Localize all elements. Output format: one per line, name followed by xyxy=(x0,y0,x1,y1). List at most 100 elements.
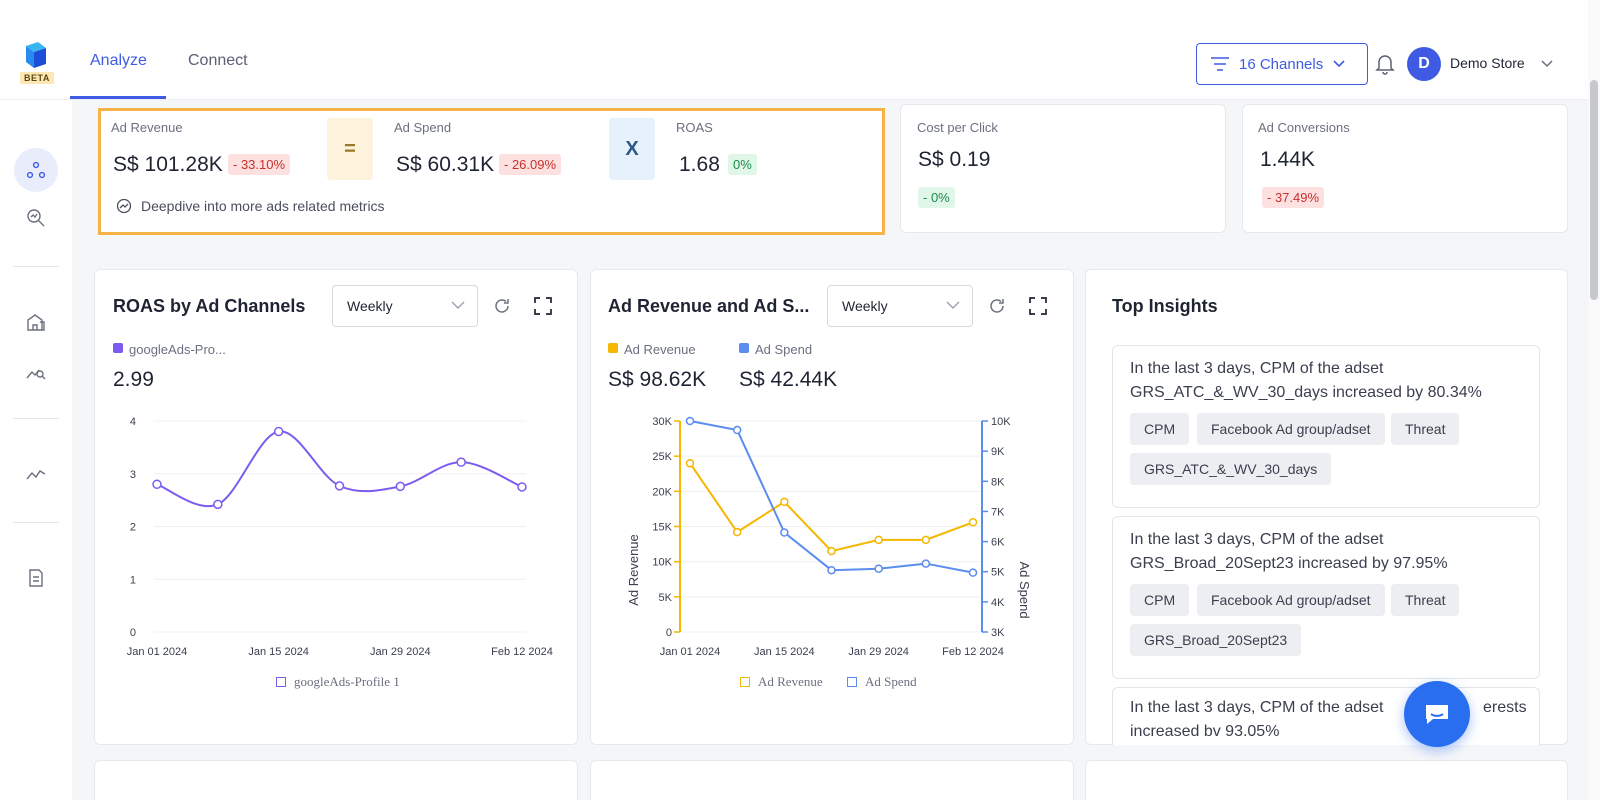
ad-revenue-value: S$ 101.28K xyxy=(113,153,223,176)
roas-series-line xyxy=(156,430,523,508)
y-left-tick-label: 10K xyxy=(652,557,672,569)
x-tick-label: Jan 29 2024 xyxy=(848,646,909,658)
conversions-label: Ad Conversions xyxy=(1258,120,1350,135)
line-chart-icon xyxy=(26,470,46,480)
x-tick-label: Jan 01 2024 xyxy=(127,646,188,658)
roas-total-value: 2.99 xyxy=(113,368,154,391)
insight-tag[interactable]: CPM xyxy=(1130,584,1190,616)
revenue-period-value: Weekly xyxy=(842,298,888,314)
lower-panel xyxy=(590,760,1074,800)
revenue-total-value: S$ 98.62K xyxy=(608,368,707,391)
cpc-label: Cost per Click xyxy=(917,120,998,135)
sidebar-item-reports[interactable] xyxy=(24,566,48,590)
ad-revenue-label: Ad Revenue xyxy=(111,120,183,135)
y-right-tick-label: 3K xyxy=(991,627,1005,639)
sidebar-divider xyxy=(13,522,59,523)
store-name[interactable]: Demo Store xyxy=(1450,55,1525,71)
ad-spend-data-point xyxy=(968,568,978,577)
insight-text: In the last 3 days, CPM of the adset xyxy=(1130,699,1384,716)
insight-tag[interactable]: Threat xyxy=(1391,413,1460,445)
insight-card[interactable]: In the last 3 days, CPM of the adset GRS… xyxy=(1112,345,1540,508)
x-tick-label: Feb 12 2024 xyxy=(491,646,553,658)
ad-spend-data-point xyxy=(921,559,931,568)
deepdive-link[interactable]: Deepdive into more ads related metrics xyxy=(116,198,385,214)
filter-icon xyxy=(1211,57,1229,71)
tab-connect[interactable]: Connect xyxy=(188,52,248,69)
ad-revenue-data-point xyxy=(780,497,789,507)
scrollbar-thumb[interactable] xyxy=(1590,80,1598,300)
ad-revenue-data-point xyxy=(685,458,695,468)
sidebar xyxy=(0,100,72,800)
expand-icon[interactable] xyxy=(533,296,553,316)
cpc-card xyxy=(900,104,1226,233)
roas-period-select[interactable]: Weekly xyxy=(332,285,478,327)
insight-tag[interactable]: GRS_Broad_20Sept23 xyxy=(1130,624,1302,656)
channels-filter-button[interactable]: 16 Channels xyxy=(1196,43,1368,85)
sidebar-divider xyxy=(13,418,59,419)
roas-data-point xyxy=(213,499,223,510)
x-tick-label: Jan 15 2024 xyxy=(754,646,815,658)
roas-data-point xyxy=(334,481,345,491)
chevron-down-icon xyxy=(451,301,465,309)
roas-legend-label[interactable]: googleAds-Pro... xyxy=(129,342,226,357)
roas-legend-swatch xyxy=(113,343,123,353)
spend-total-value: S$ 42.44K xyxy=(739,368,838,391)
revenue-period-select[interactable]: Weekly xyxy=(827,285,973,327)
ad-revenue-data-point xyxy=(827,546,836,556)
refresh-icon[interactable] xyxy=(492,296,512,316)
insight-text: erests xyxy=(1483,699,1527,716)
spend-bottom-legend-label[interactable]: Ad Spend xyxy=(865,674,917,689)
top-insights-title: Top Insights xyxy=(1112,296,1218,316)
roas-label: ROAS xyxy=(676,120,713,135)
ad-spend-data-point xyxy=(874,564,883,573)
insight-tag[interactable]: Facebook Ad group/adset xyxy=(1197,584,1385,616)
sidebar-item-store[interactable] xyxy=(24,310,48,334)
cpc-change-badge: - 0% xyxy=(918,187,955,208)
x-tick-label: Feb 12 2024 xyxy=(942,646,1004,658)
sidebar-item-analytics[interactable] xyxy=(24,360,48,384)
roas-bottom-legend-swatch xyxy=(276,677,286,687)
conversions-card xyxy=(1242,104,1568,233)
refresh-icon[interactable] xyxy=(987,296,1007,316)
chat-button[interactable] xyxy=(1404,681,1470,747)
sidebar-item-explore[interactable] xyxy=(24,206,48,230)
sidebar-item-trends[interactable] xyxy=(24,462,48,486)
tab-analyze[interactable]: Analyze xyxy=(90,52,147,69)
spend-legend-label[interactable]: Ad Spend xyxy=(755,342,813,357)
lower-panel xyxy=(1085,760,1568,800)
ad-spend-change-badge: - 26.09% xyxy=(499,154,562,175)
bell-icon[interactable] xyxy=(1373,52,1397,76)
insight-text: In the last 3 days, CPM of the adset GRS… xyxy=(1130,531,1448,572)
ad-spend-data-point xyxy=(685,416,695,426)
conversions-value: 1.44K xyxy=(1260,148,1315,171)
chevron-down-icon[interactable] xyxy=(1540,56,1554,70)
ad-spend-data-point xyxy=(780,528,789,537)
expand-icon[interactable] xyxy=(1028,296,1048,316)
insight-tag[interactable]: CPM xyxy=(1130,413,1190,445)
revenue-legend-label[interactable]: Ad Revenue xyxy=(624,342,696,357)
cpc-value: S$ 0.19 xyxy=(918,148,991,171)
revenue-spend-chart-panel xyxy=(590,269,1074,745)
y-right-tick-label: 5K xyxy=(991,567,1005,579)
ad-revenue-data-point xyxy=(921,535,931,545)
x-tick-label: Jan 29 2024 xyxy=(370,646,431,658)
insight-tag[interactable]: Facebook Ad group/adset xyxy=(1197,413,1385,445)
insight-tag[interactable]: GRS_ATC_&_WV_30_days xyxy=(1130,453,1332,485)
revenue-bottom-legend-swatch xyxy=(740,677,750,687)
sidebar-item-overview[interactable] xyxy=(14,148,58,192)
roas-bottom-legend-label[interactable]: googleAds-Profile 1 xyxy=(294,674,400,689)
insight-card[interactable]: In the last 3 days, CPM of the adset ere… xyxy=(1112,687,1540,745)
insight-card[interactable]: In the last 3 days, CPM of the adset GRS… xyxy=(1112,516,1540,679)
ad-revenue-data-point xyxy=(874,535,883,545)
y-right-tick-label: 8K xyxy=(991,476,1005,488)
insight-tag[interactable]: Threat xyxy=(1391,584,1460,616)
avatar[interactable]: D xyxy=(1407,47,1441,81)
roas-data-point xyxy=(273,426,284,437)
ad-spend-data-point xyxy=(732,425,742,435)
roas-chart-panel xyxy=(94,269,578,745)
insight-text: increased bv 93.05% xyxy=(1130,723,1280,740)
app-logo[interactable]: BETA xyxy=(18,42,54,88)
spend-legend-swatch xyxy=(739,343,749,353)
building-icon xyxy=(27,314,45,331)
revenue-bottom-legend-label[interactable]: Ad Revenue xyxy=(758,674,823,689)
